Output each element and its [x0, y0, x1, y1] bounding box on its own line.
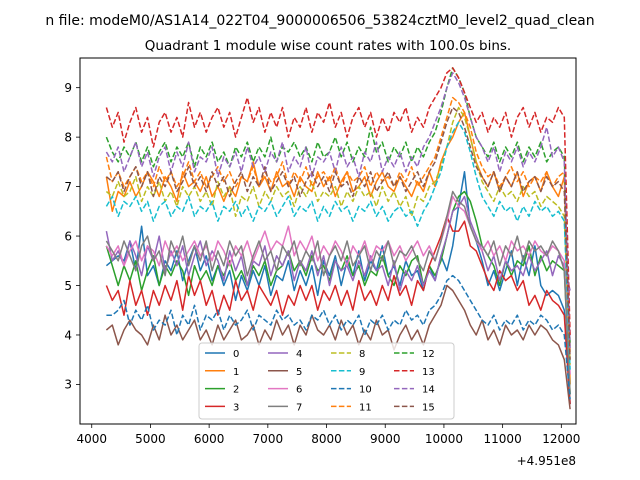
x-tick-label: 10000 [425, 432, 463, 446]
y-tick-label: 4 [64, 328, 72, 342]
legend-label-7: 7 [296, 402, 302, 413]
series-line-5 [105, 284, 571, 410]
x-tick-label: 8000 [311, 432, 342, 446]
x-offset-label: +4.951e8 [517, 454, 576, 468]
series-line-1 [105, 111, 571, 385]
x-tick-label: 12000 [542, 432, 580, 446]
series-line-13 [105, 67, 571, 336]
legend-label-9: 9 [359, 367, 365, 378]
series-line-8 [105, 106, 571, 365]
x-tick-label: 11000 [484, 432, 522, 446]
legend-label-13: 13 [422, 367, 435, 378]
series-layer [105, 67, 571, 410]
series-line-15 [105, 106, 571, 360]
series-line-4 [105, 195, 571, 292]
legend-label-3: 3 [233, 402, 239, 413]
series-line-11 [105, 96, 571, 355]
legend-label-5: 5 [296, 367, 302, 378]
legend-label-4: 4 [296, 349, 302, 360]
figure-suptitle: n file: modeM0/AS1A14_022T04_9000006506_… [45, 13, 594, 29]
legend-box [198, 342, 455, 420]
series-line-14 [105, 72, 571, 350]
legend-label-6: 6 [296, 385, 302, 396]
x-tick-label: 9000 [370, 432, 401, 446]
legend-label-0: 0 [233, 349, 239, 360]
legend-label-14: 14 [422, 385, 435, 396]
legend-label-15: 15 [422, 402, 435, 413]
series-line-12 [105, 67, 571, 345]
plot-frame [79, 57, 577, 425]
series-line-10 [106, 274, 571, 400]
x-tick-label: 5000 [135, 432, 166, 446]
y-tick-label: 5 [64, 279, 72, 293]
series-line-9 [105, 121, 571, 370]
axes-layer: 4000 5000 6000 7000 8000 9000 10000 11000 12000 3… [64, 81, 580, 446]
series-line-7 [105, 190, 571, 395]
legend-label-10: 10 [359, 385, 372, 396]
y-tick-label: 3 [64, 378, 72, 392]
legend-label-12: 12 [422, 349, 435, 360]
legend-label-8: 8 [359, 349, 365, 360]
legend-label-11: 11 [359, 402, 372, 413]
x-tick-label: 6000 [194, 432, 225, 446]
legend-label-1: 1 [233, 367, 239, 378]
x-tick-label: 4000 [76, 432, 107, 446]
y-tick-label: 8 [64, 130, 72, 144]
chart-title: Quadrant 1 module wise count rates with … [145, 38, 511, 54]
series-line-6 [105, 195, 571, 375]
legend-label-2: 2 [233, 385, 239, 396]
y-tick-label: 7 [64, 180, 72, 194]
y-tick-label: 9 [64, 81, 72, 95]
series-line-3 [105, 215, 571, 405]
x-tick-label: 7000 [253, 432, 284, 446]
y-tick-label: 6 [64, 229, 72, 243]
